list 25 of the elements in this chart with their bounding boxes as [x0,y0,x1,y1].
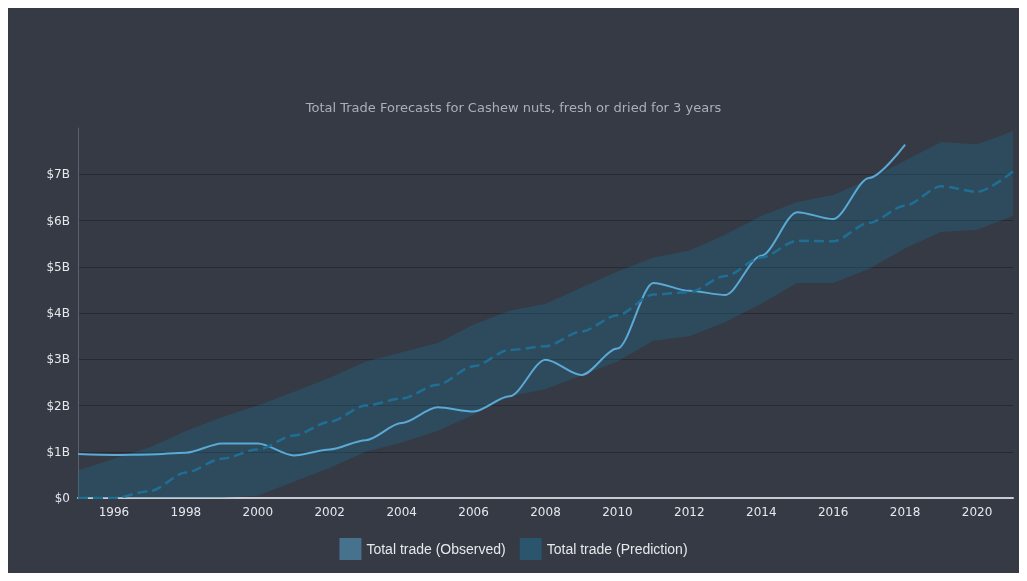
x-tick-label: 1996 [98,505,130,519]
y-tick-label: $3B [46,352,70,367]
y-tick-label: $5B [46,259,70,274]
x-tick-label: 1998 [170,505,202,519]
x-tick-label: 2004 [386,505,417,519]
x-tick-label: 2020 [961,505,993,519]
y-tick-label: $6B [46,213,70,228]
y-tick-label: $0 [54,491,70,505]
x-tick-label: 2010 [602,505,633,519]
x-tick-label: 2008 [530,505,561,519]
x-tick-label: 2002 [314,505,345,519]
y-tick-label: $7B [46,167,70,182]
chart-title: Total Trade Forecasts for Cashew nuts, fresh or dried for 3 years [304,100,722,115]
x-tick-label: 2006 [458,505,489,519]
y-tick-label: $4B [46,306,70,320]
x-tick-label: 2014 [746,505,777,519]
y-tick-label: $1B [46,444,70,459]
x-tick-label: 2012 [674,505,705,519]
legend-label: Total trade (Prediction) [546,541,688,557]
x-tick-label: 2018 [889,505,921,519]
line-series [77,143,907,457]
y-tick-label: $2B [46,398,70,413]
legend-label: Total trade (Observed) [366,541,506,557]
x-tick-label: 2016 [817,505,849,519]
x-tick-label: 2000 [242,505,274,519]
